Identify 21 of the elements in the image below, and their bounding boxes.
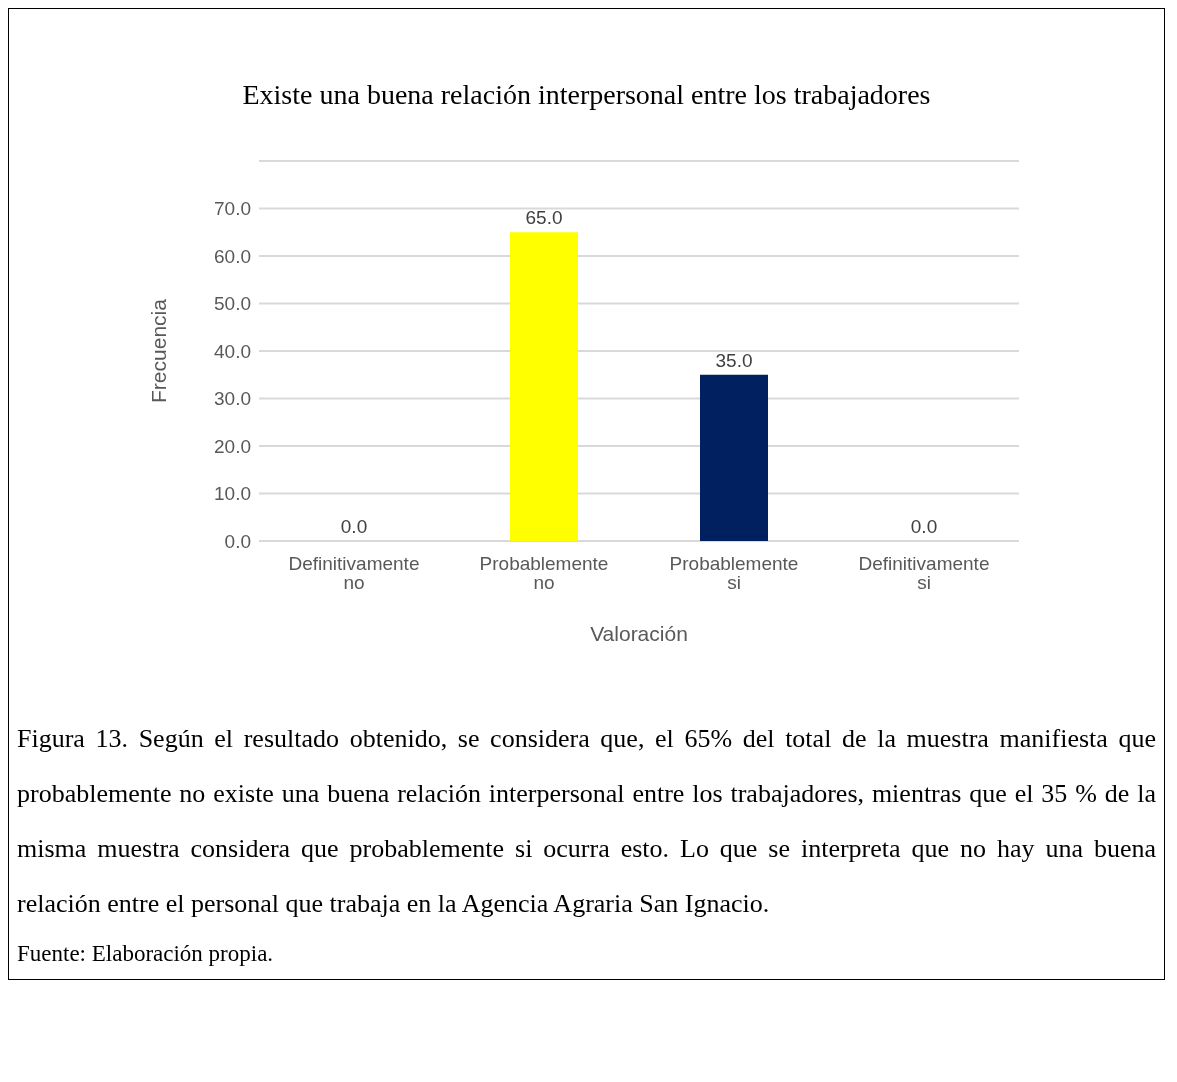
chart-title: Existe una buena relación interpersonal entre los trabajadores bbox=[241, 79, 932, 111]
y-tick-label: 50.0 bbox=[214, 293, 251, 315]
x-tick-label: Probablemente no bbox=[479, 553, 609, 594]
source-note: Fuente: Elaboración propia. bbox=[16, 941, 275, 968]
x-tick-label: Definitivamente si bbox=[858, 553, 990, 594]
y-tick-label: 30.0 bbox=[214, 388, 251, 410]
y-axis-title: Frecuencia bbox=[147, 298, 171, 403]
y-tick-label: 0.0 bbox=[224, 530, 251, 552]
x-axis-title: Valoración bbox=[590, 622, 688, 645]
text: Figura 13. Según el resultado obtenido, se considera que, el 65% del total de la muestra manifiesta que probablemente no existe una buena relación interpersonal entre los trabajadores, mientras que el 35 % de la misma muestra considera que probablemente si ocurra esto. Lo que se interpreta que no hay una buena relación entre el personal que trabaja en la Agencia Agraria San Ignacio. bbox=[16, 723, 1157, 920]
y-tick-label: 10.0 bbox=[214, 483, 251, 505]
y-tick-label: 20.0 bbox=[214, 435, 251, 457]
y-tick-label: 70.0 bbox=[214, 198, 251, 220]
y-tick-label: 40.0 bbox=[214, 340, 251, 362]
x-tick-label: Probablemente si bbox=[669, 553, 799, 594]
data-label: 65.0 bbox=[525, 207, 563, 229]
x-tick-label: Definitivamente no bbox=[288, 553, 420, 594]
data-label: 35.0 bbox=[715, 349, 753, 371]
y-tick-label: 60.0 bbox=[214, 245, 251, 267]
data-label: 0.0 bbox=[340, 516, 368, 537]
data-label: 0.0 bbox=[910, 516, 938, 537]
